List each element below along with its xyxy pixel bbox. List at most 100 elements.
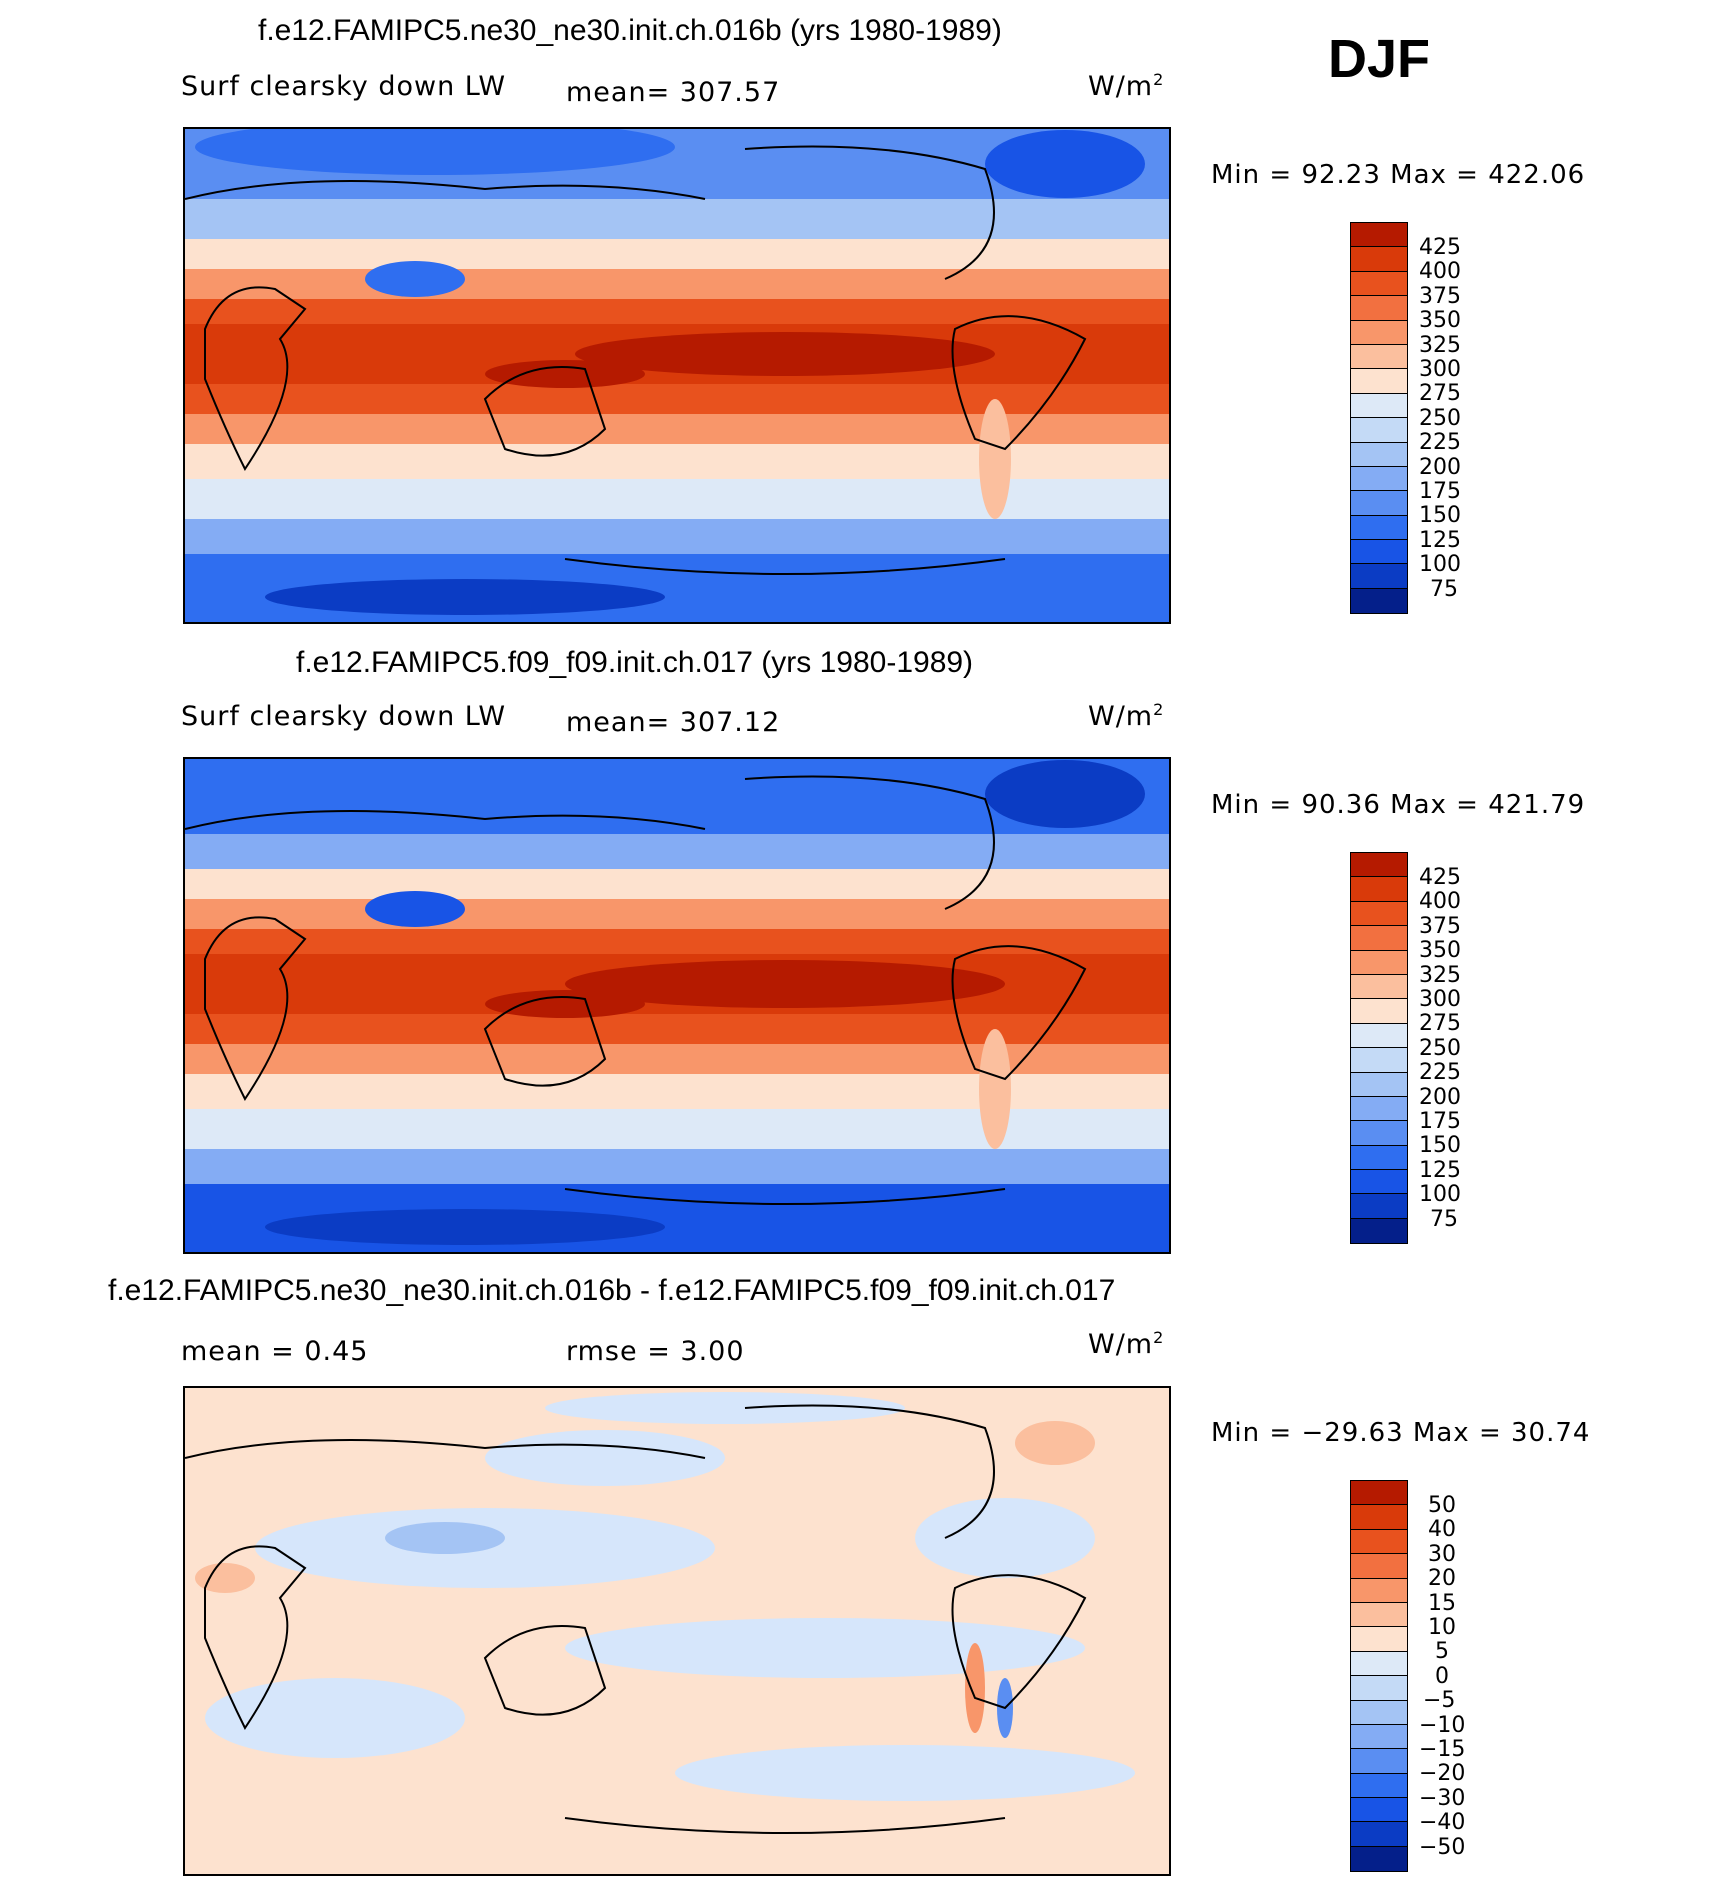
panel2-colorbar-tick: 125 bbox=[1419, 1158, 1461, 1183]
panel2-title: f.e12.FAMIPC5.f09_f09.init.ch.017 (yrs 1… bbox=[296, 646, 974, 679]
panel3-colorbar-tick: −5 bbox=[1423, 1688, 1456, 1713]
panel1-colorbar-tick: 400 bbox=[1419, 259, 1461, 284]
panel3-colorbar-tick: −50 bbox=[1419, 1835, 1466, 1860]
panel1-colorbar-swatch bbox=[1351, 271, 1407, 297]
panel3-title: f.e12.FAMIPC5.ne30_ne30.init.ch.016b - f… bbox=[108, 1274, 1116, 1307]
panel1-colorbar-swatch bbox=[1351, 491, 1407, 516]
panel3-colorbar-tick: 20 bbox=[1428, 1566, 1456, 1591]
panel1-colorbar-tick: 175 bbox=[1419, 479, 1461, 504]
panel2-colorbar-tick: 300 bbox=[1419, 987, 1461, 1012]
panel1-colorbar-tick: 75 bbox=[1430, 577, 1458, 602]
panel1-mean: mean= 307.57 bbox=[566, 77, 781, 108]
panel3-colorbar-tick: −20 bbox=[1419, 1761, 1466, 1786]
panel1-map-field bbox=[185, 129, 1169, 622]
panel3-colorbar-tick: 10 bbox=[1428, 1615, 1456, 1640]
panel3-map bbox=[183, 1386, 1171, 1876]
panel1-colorbar-tick: 275 bbox=[1419, 381, 1461, 406]
panel3-rmse: rmse = 3.00 bbox=[566, 1336, 745, 1367]
panel2-colorbar-swatch bbox=[1351, 1048, 1407, 1073]
panel3-colorbar-swatch bbox=[1351, 1554, 1407, 1579]
panel2-colorbar-swatch bbox=[1351, 1096, 1407, 1122]
panel3-colorbar-tick: −30 bbox=[1419, 1786, 1466, 1811]
panel2-colorbar-swatch bbox=[1351, 853, 1407, 878]
panel3-colorbar-tick: 15 bbox=[1428, 1591, 1456, 1616]
panel1-colorbar-tick: 425 bbox=[1419, 235, 1461, 260]
panel3-minmax: Min = −29.63 Max = 30.74 bbox=[1211, 1418, 1591, 1448]
panel1-colorbar-tick: 150 bbox=[1419, 503, 1461, 528]
panel3-colorbar bbox=[1350, 1480, 1408, 1873]
panel1-variable: Surf clearsky down LW bbox=[181, 71, 507, 102]
panel3-map-field bbox=[185, 1388, 1169, 1874]
panel1-colorbar-swatch bbox=[1351, 369, 1407, 394]
panel3-colorbar-tick: −10 bbox=[1419, 1713, 1466, 1738]
panel2-units: W/m2 bbox=[1088, 700, 1165, 732]
panel1-colorbar-swatch bbox=[1351, 442, 1407, 467]
panel2-colorbar-swatch bbox=[1351, 1072, 1407, 1097]
panel2-variable: Surf clearsky down LW bbox=[181, 701, 507, 732]
panel1-minmax: Min = 92.23 Max = 422.06 bbox=[1211, 160, 1586, 190]
panel2-colorbar-tick: 325 bbox=[1419, 963, 1461, 988]
panel3-mean: mean = 0.45 bbox=[181, 1336, 369, 1367]
panel3-colorbar-tick: 40 bbox=[1428, 1517, 1456, 1542]
panel3-colorbar-swatch bbox=[1351, 1724, 1407, 1750]
panel3-colorbar-swatch bbox=[1351, 1505, 1407, 1530]
panel1-colorbar-tick: 225 bbox=[1419, 430, 1461, 455]
panel2-colorbar-tick: 150 bbox=[1419, 1133, 1461, 1158]
panel3-colorbar-tick: 0 bbox=[1435, 1664, 1449, 1689]
panel1-colorbar-tick: 375 bbox=[1419, 284, 1461, 309]
panel3-colorbar-swatch bbox=[1351, 1749, 1407, 1774]
panel3-colorbar-swatch bbox=[1351, 1578, 1407, 1603]
panel2-colorbar-tick: 225 bbox=[1419, 1060, 1461, 1085]
panel2-colorbar-swatch bbox=[1351, 1023, 1407, 1049]
panel1-title: f.e12.FAMIPC5.ne30_ne30.init.ch.016b (yr… bbox=[258, 14, 1002, 47]
panel2-colorbar-swatch bbox=[1351, 1121, 1407, 1146]
panel3-colorbar-tick: −15 bbox=[1419, 1737, 1466, 1762]
panel1-colorbar-swatch bbox=[1351, 588, 1407, 614]
panel2-colorbar-tick: 175 bbox=[1419, 1109, 1461, 1134]
panel2-colorbar-swatch bbox=[1351, 1218, 1407, 1244]
panel1-colorbar-swatch bbox=[1351, 564, 1407, 589]
panel1-colorbar-swatch bbox=[1351, 515, 1407, 541]
panel3-colorbar-tick: 5 bbox=[1435, 1639, 1449, 1664]
panel1-colorbar-swatch bbox=[1351, 223, 1407, 248]
panel2-colorbar-swatch bbox=[1351, 974, 1407, 1000]
panel2-colorbar-tick: 200 bbox=[1419, 1085, 1461, 1110]
panel1-colorbar-tick: 325 bbox=[1419, 333, 1461, 358]
panel2-mean: mean= 307.12 bbox=[566, 707, 781, 738]
panel1-colorbar-swatch bbox=[1351, 296, 1407, 321]
panel2-map-field bbox=[185, 759, 1169, 1252]
panel2-colorbar-tick: 250 bbox=[1419, 1036, 1461, 1061]
panel2-minmax: Min = 90.36 Max = 421.79 bbox=[1211, 790, 1586, 820]
panel3-colorbar-swatch bbox=[1351, 1676, 1407, 1701]
panel1-colorbar-tick: 100 bbox=[1419, 552, 1461, 577]
panel2-colorbar-swatch bbox=[1351, 1145, 1407, 1171]
panel2-colorbar-tick: 275 bbox=[1419, 1011, 1461, 1036]
panel2-colorbar-swatch bbox=[1351, 1170, 1407, 1195]
panel2-colorbar-swatch bbox=[1351, 1194, 1407, 1219]
panel1-colorbar-swatch bbox=[1351, 418, 1407, 443]
panel1-colorbar-swatch bbox=[1351, 466, 1407, 492]
panel2-colorbar-tick: 400 bbox=[1419, 889, 1461, 914]
panel3-colorbar-swatch bbox=[1351, 1846, 1407, 1872]
panel1-units: W/m2 bbox=[1088, 70, 1165, 102]
panel3-colorbar-swatch bbox=[1351, 1627, 1407, 1652]
panel1-colorbar-swatch bbox=[1351, 540, 1407, 565]
panel3-colorbar-tick: 50 bbox=[1428, 1493, 1456, 1518]
panel1-colorbar-tick: 200 bbox=[1419, 455, 1461, 480]
panel1-colorbar-tick: 300 bbox=[1419, 357, 1461, 382]
panel2-colorbar-tick: 375 bbox=[1419, 914, 1461, 939]
season-label: DJF bbox=[1328, 29, 1431, 89]
panel1-colorbar-tick: 125 bbox=[1419, 528, 1461, 553]
panel3-colorbar-tick: 30 bbox=[1428, 1542, 1456, 1567]
panel2-colorbar bbox=[1350, 852, 1408, 1245]
panel2-colorbar-tick: 425 bbox=[1419, 865, 1461, 890]
panel2-colorbar-swatch bbox=[1351, 926, 1407, 951]
panel2-colorbar-swatch bbox=[1351, 901, 1407, 927]
panel1-colorbar-swatch bbox=[1351, 320, 1407, 345]
panel3-colorbar-swatch bbox=[1351, 1529, 1407, 1555]
panel3-colorbar-swatch bbox=[1351, 1798, 1407, 1823]
panel3-colorbar-tick: −40 bbox=[1419, 1810, 1466, 1835]
panel2-colorbar-tick: 75 bbox=[1430, 1207, 1458, 1232]
panel3-colorbar-swatch bbox=[1351, 1700, 1407, 1725]
panel1-colorbar-swatch bbox=[1351, 393, 1407, 419]
